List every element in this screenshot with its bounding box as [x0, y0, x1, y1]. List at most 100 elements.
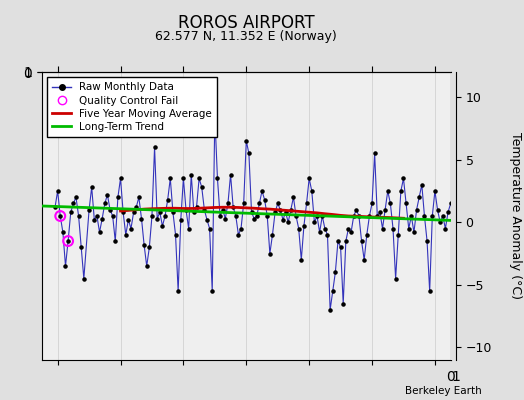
Point [310, 219, 319, 226]
Point [205, 225, 214, 232]
Point [350, 213, 358, 219]
Point [77, 244, 85, 250]
Point [124, 216, 133, 223]
Point [297, 257, 305, 263]
Point [446, 200, 455, 207]
Point [284, 219, 292, 226]
Point [334, 238, 342, 244]
Point [431, 188, 439, 194]
Point [239, 200, 248, 207]
Point [365, 213, 374, 219]
Text: 62.577 N, 11.352 E (Norway): 62.577 N, 11.352 E (Norway) [156, 30, 337, 43]
Point [119, 209, 127, 216]
Point [439, 213, 447, 219]
Point [98, 215, 106, 222]
Point [357, 238, 366, 244]
Point [140, 242, 148, 248]
Point [122, 232, 130, 238]
Point [407, 213, 416, 219]
Point [143, 263, 151, 269]
Point [56, 213, 64, 219]
Point [64, 238, 72, 244]
Point [373, 213, 381, 219]
Point [258, 188, 266, 194]
Point [108, 213, 117, 219]
Point [111, 238, 119, 244]
Point [179, 175, 188, 182]
Point [156, 209, 164, 216]
Point [294, 225, 303, 232]
Point [268, 232, 277, 238]
Point [368, 200, 376, 207]
Point [195, 175, 203, 182]
Text: Berkeley Earth: Berkeley Earth [406, 386, 482, 396]
Point [384, 188, 392, 194]
Point [292, 213, 300, 219]
Point [425, 288, 434, 294]
Point [213, 175, 222, 182]
Point [418, 182, 426, 188]
Point [263, 213, 271, 219]
Point [85, 206, 93, 213]
Point [190, 209, 198, 216]
Point [360, 257, 368, 263]
Legend: Raw Monthly Data, Quality Control Fail, Five Year Moving Average, Long-Term Tren: Raw Monthly Data, Quality Control Fail, … [47, 77, 217, 137]
Point [150, 144, 159, 150]
Point [158, 223, 167, 229]
Point [59, 229, 67, 236]
Point [153, 215, 161, 222]
Point [279, 216, 287, 223]
Point [281, 209, 290, 216]
Point [405, 225, 413, 232]
Point [56, 213, 64, 219]
Point [161, 213, 169, 219]
Point [53, 188, 62, 194]
Point [51, 204, 59, 210]
Point [229, 204, 237, 210]
Point [148, 213, 156, 219]
Point [129, 209, 138, 216]
Point [336, 244, 345, 250]
Point [433, 206, 442, 213]
Point [420, 213, 429, 219]
Point [326, 307, 334, 313]
Point [198, 184, 206, 190]
Point [321, 225, 329, 232]
Text: ROROS AIRPORT: ROROS AIRPORT [178, 14, 314, 32]
Point [376, 209, 384, 216]
Point [242, 138, 250, 144]
Point [74, 213, 83, 219]
Point [305, 175, 313, 182]
Point [428, 213, 436, 219]
Point [132, 204, 140, 210]
Point [232, 213, 240, 219]
Point [255, 200, 264, 207]
Point [394, 232, 402, 238]
Point [192, 204, 201, 210]
Point [260, 196, 269, 203]
Point [363, 232, 371, 238]
Point [69, 200, 78, 207]
Point [352, 206, 361, 213]
Point [344, 225, 353, 232]
Point [410, 229, 418, 236]
Point [184, 225, 193, 232]
Point [93, 213, 101, 219]
Point [219, 206, 227, 213]
Point [137, 215, 146, 222]
Point [378, 225, 387, 232]
Point [444, 209, 452, 216]
Point [355, 213, 363, 219]
Point [370, 150, 379, 156]
Point [441, 225, 450, 232]
Point [226, 172, 235, 178]
Point [88, 184, 96, 190]
Point [412, 206, 421, 213]
Point [271, 209, 279, 216]
Y-axis label: Temperature Anomaly (°C): Temperature Anomaly (°C) [509, 132, 522, 300]
Point [423, 238, 431, 244]
Point [300, 223, 308, 229]
Point [200, 206, 209, 213]
Point [145, 244, 154, 250]
Point [103, 192, 112, 198]
